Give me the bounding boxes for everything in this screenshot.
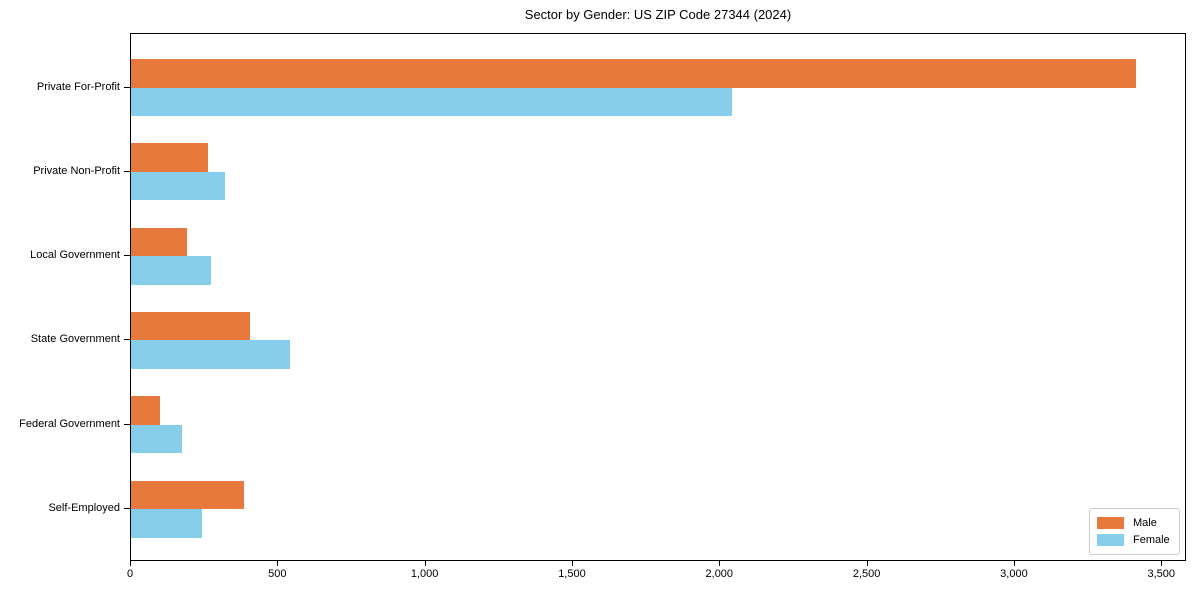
legend-label-female: Female	[1133, 534, 1170, 547]
x-tick-mark	[571, 561, 573, 566]
x-tick-label: 1,500	[558, 568, 586, 580]
x-tick-label: 3,000	[1000, 568, 1028, 580]
y-tick-label-private-for-profit: Private For-Profit	[36, 80, 120, 93]
legend-label-male: Male	[1133, 516, 1157, 529]
bar-male-private-non-profit	[131, 143, 208, 172]
legend-swatch-male	[1097, 516, 1124, 529]
bar-male-self-employed	[131, 480, 245, 509]
bar-female-private-non-profit	[131, 171, 226, 201]
bar-male-state-government	[131, 311, 251, 341]
bar-male-federal-government	[131, 396, 161, 425]
x-tick-label: 3,500	[1147, 568, 1176, 580]
y-tick-mark	[124, 423, 130, 425]
bar-male-private-for-profit	[131, 59, 1136, 88]
x-tick-mark	[424, 561, 426, 566]
x-tick-mark	[1161, 561, 1163, 566]
x-tick-mark	[1013, 561, 1015, 566]
legend-swatch-female	[1097, 534, 1124, 547]
legend-entry-female: Female	[1097, 534, 1172, 547]
y-tick-mark	[124, 170, 130, 172]
x-tick-label: 0	[126, 568, 134, 580]
bar-female-state-government	[131, 340, 291, 369]
x-tick-mark	[866, 561, 868, 566]
bar-female-federal-government	[131, 424, 182, 454]
x-tick-mark	[719, 561, 721, 566]
chart-title: Sector by Gender: US ZIP Code 27344 (202…	[524, 7, 792, 22]
plot-area	[130, 33, 1186, 561]
x-tick-mark	[130, 561, 131, 566]
bar-female-local-government	[131, 256, 212, 285]
y-tick-label-state-government: State Government	[30, 333, 120, 346]
x-tick-label: 2,000	[705, 568, 734, 580]
bar-male-local-government	[131, 227, 187, 257]
y-tick-label-self-employed: Self-Employed	[48, 502, 120, 514]
y-tick-mark	[124, 339, 130, 341]
x-tick-mark	[277, 561, 279, 566]
bar-female-self-employed	[131, 509, 203, 538]
y-tick-mark	[124, 255, 130, 257]
y-tick-label-local-government: Local Government	[30, 249, 120, 262]
y-tick-label-federal-government: Federal Government	[19, 417, 120, 430]
x-tick-label: 1,000	[410, 568, 439, 580]
y-tick-mark	[124, 86, 130, 88]
legend: Male Female	[1089, 508, 1180, 555]
y-tick-label-private-non-profit: Private Non-Profit	[33, 164, 120, 177]
x-tick-label: 2,500	[852, 568, 881, 580]
x-tick-label: 500	[268, 568, 287, 580]
legend-entry-male: Male	[1097, 516, 1172, 529]
bar-female-private-for-profit	[131, 87, 733, 116]
y-tick-mark	[124, 508, 130, 509]
